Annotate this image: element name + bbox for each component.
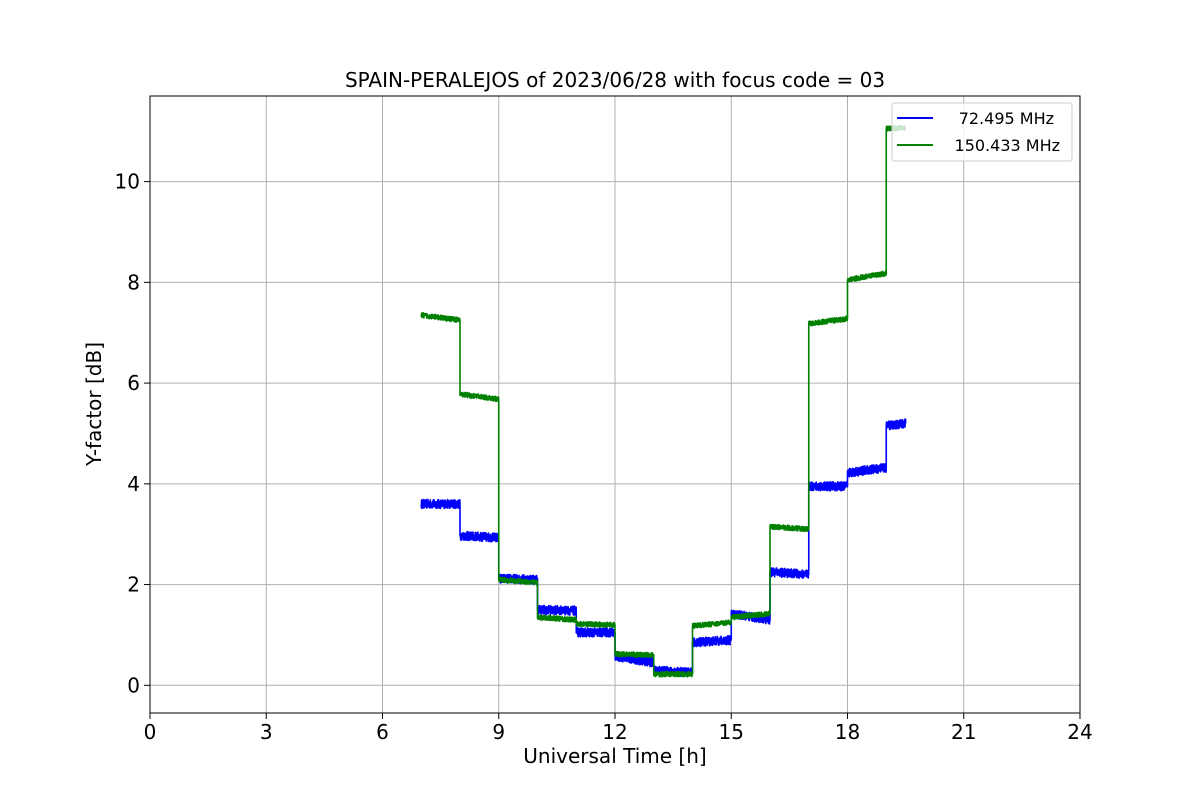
- x-tick-label: 21: [951, 720, 976, 744]
- y-tick-label: 0: [127, 673, 140, 697]
- x-tick-label: 15: [719, 720, 744, 744]
- y-tick-label: 8: [127, 270, 140, 294]
- x-tick-label: 3: [260, 720, 273, 744]
- y-tick-label: 10: [115, 170, 140, 194]
- x-axis-ticks: 0 3 6 9 12 15 18 21 24: [144, 713, 1093, 744]
- series-1: [420, 124, 907, 678]
- x-tick-label: 24: [1067, 720, 1092, 744]
- legend-label-150mhz: 150.433 MHz: [955, 136, 1060, 155]
- x-tick-label: 18: [835, 720, 860, 744]
- x-tick-label: 0: [144, 720, 157, 744]
- y-tick-label: 2: [127, 573, 140, 597]
- y-axis-label: Y-factor [dB]: [82, 342, 106, 467]
- legend-box: [891, 102, 1073, 162]
- plot-area: [420, 124, 907, 678]
- y-axis-ticks: 0 2 4 6 8 10: [115, 170, 150, 697]
- x-tick-label: 6: [376, 720, 389, 744]
- x-tick-label: 9: [492, 720, 505, 744]
- series-line-1: [420, 124, 907, 678]
- x-tick-label: 12: [602, 720, 627, 744]
- x-axis-label: Universal Time [h]: [523, 744, 706, 768]
- y-tick-label: 6: [127, 371, 140, 395]
- chart-title: SPAIN-PERALEJOS of 2023/06/28 with focus…: [345, 68, 885, 92]
- legend: 72.495 MHz 150.433 MHz: [891, 102, 1073, 162]
- legend-label-72mhz: 72.495 MHz: [959, 109, 1054, 128]
- y-tick-label: 4: [127, 472, 140, 496]
